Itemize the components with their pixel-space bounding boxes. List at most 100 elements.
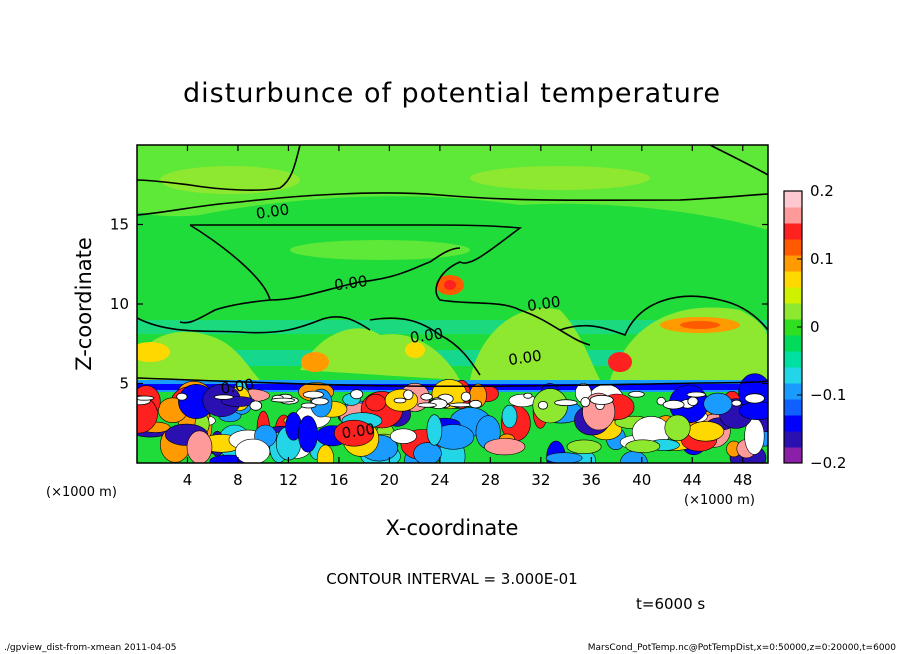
eddy: [300, 402, 317, 409]
contour-label: 0.00: [255, 200, 291, 222]
eddy: [744, 393, 765, 404]
y-tick-label: 5: [119, 375, 129, 393]
eddy: [176, 392, 188, 401]
eddy: [137, 395, 155, 401]
zero-contour: [179, 224, 272, 324]
eddy: [687, 396, 699, 407]
x-tick-label: 28: [481, 471, 500, 489]
zero-contour: [709, 145, 768, 176]
chart-title: disturbunce of potential temperature: [183, 78, 721, 109]
zero-contour: [559, 295, 768, 336]
contour-label: 0.00: [409, 324, 445, 346]
zero-contour: [137, 315, 371, 334]
colorbar-tick-label: −0.2: [810, 454, 846, 472]
eddy: [589, 394, 614, 405]
plot-area: [137, 145, 768, 463]
x-tick-label: 24: [430, 471, 449, 489]
x-tick-label: 16: [329, 471, 348, 489]
eddy: [664, 414, 691, 442]
y-tick-label: 10: [110, 295, 129, 313]
eddy: [186, 430, 213, 463]
colorbar-tick-label: 0.1: [810, 250, 834, 268]
colorbar-swatch: [784, 351, 802, 368]
eddy: [545, 452, 583, 463]
colorbar-tick-label: −0.1: [810, 386, 846, 404]
colorbar-swatch: [784, 303, 802, 320]
plume: [470, 308, 600, 380]
colorbar-swatch: [784, 431, 802, 448]
warm-spot: [301, 352, 329, 372]
colorbar-swatch: [784, 239, 802, 256]
eddy: [566, 439, 602, 454]
colorbar-swatch: [784, 223, 802, 240]
colorbar-swatch: [784, 399, 802, 416]
eddy: [365, 393, 387, 412]
eddy: [731, 399, 742, 407]
colorbar-swatch: [784, 191, 802, 208]
zero-contour: [137, 145, 301, 191]
colorbar-swatch: [784, 319, 802, 336]
x-tick-label: 32: [531, 471, 550, 489]
colorbar-swatch: [784, 207, 802, 224]
eddy: [389, 428, 417, 444]
colorbar-swatch: [784, 415, 802, 432]
x-tick-label: 20: [380, 471, 399, 489]
colorbar-swatch: [784, 335, 802, 352]
warm-spot: [608, 352, 632, 372]
eddy: [628, 390, 645, 398]
y-axis: 5 10 15: [110, 216, 768, 393]
x-unit-left: (×1000 m): [46, 485, 117, 500]
plume: [137, 331, 260, 380]
zero-contour: [190, 224, 591, 346]
eddy: [501, 404, 518, 429]
footer-right: MarsCond_PotTemp.nc@PotTempDist,x=0:5000…: [588, 643, 897, 653]
eddy: [302, 390, 324, 399]
x-tick-label: 36: [582, 471, 601, 489]
colorbar-swatch: [784, 287, 802, 304]
colorbar-tick-label: 0.2: [810, 182, 834, 200]
eddy: [686, 391, 706, 398]
warm-spot: [405, 342, 425, 358]
colorbar-swatch: [784, 383, 802, 400]
eddy: [350, 389, 364, 400]
eddy: [537, 400, 549, 410]
contour-label: 0.00: [341, 420, 377, 442]
x-unit-right: (×1000 m): [684, 493, 755, 508]
eddy: [580, 396, 591, 408]
eddy: [460, 391, 472, 402]
contour-lines: [137, 145, 768, 388]
x-tick-label: 4: [183, 471, 193, 489]
contour-interval-text: CONTOUR INTERVAL = 3.000E-01: [326, 570, 577, 588]
eddy: [334, 419, 375, 447]
contour-labels: 0.00 0.00 0.00 0.00 0.00 0.00 0.00: [220, 200, 562, 442]
eddy: [662, 400, 685, 410]
eddy: [484, 438, 526, 456]
contour-label: 0.00: [507, 347, 543, 369]
contour-label: 0.00: [526, 293, 562, 315]
eddy: [420, 393, 433, 401]
eddy: [703, 392, 733, 416]
contour-label: 0.00: [220, 375, 256, 397]
eddy: [469, 399, 483, 409]
light-blob: [290, 240, 470, 260]
plume: [300, 328, 460, 380]
eddy: [448, 402, 474, 408]
x-tick-label: 8: [233, 471, 243, 489]
x-axis: 4 8 12 16 20 24 28 32 36 40 44 48: [183, 145, 752, 489]
eddy: [738, 401, 768, 420]
time-text: t=6000 s: [636, 595, 705, 613]
colorbar-swatch: [784, 271, 802, 288]
eddy: [417, 402, 437, 408]
warm-spot: [137, 342, 170, 362]
y-axis-label: Z-coordinate: [72, 237, 96, 371]
y-tick-label: 15: [110, 216, 129, 234]
x-tick-label: 44: [683, 471, 702, 489]
zero-contour: [137, 192, 768, 216]
eddy: [249, 400, 263, 411]
zero-contour: [137, 377, 768, 388]
eddy: [625, 439, 661, 453]
eddy: [426, 414, 443, 446]
eddy: [297, 415, 318, 453]
light-blob: [160, 166, 300, 194]
